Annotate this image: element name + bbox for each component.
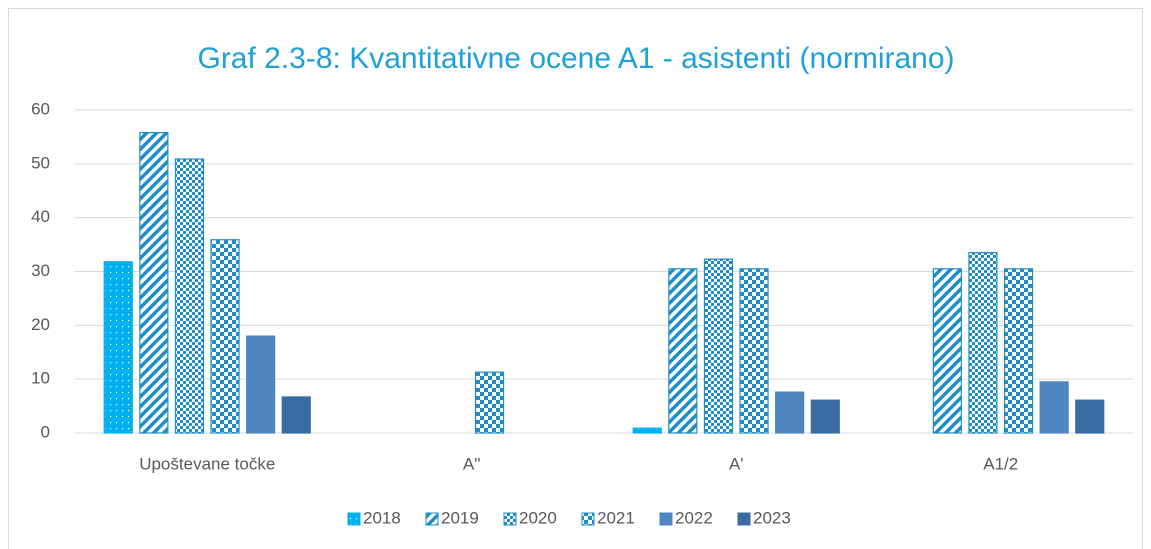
bar — [1075, 399, 1105, 434]
legend-label: 2022 — [675, 508, 713, 527]
y-tick-label: 0 — [41, 422, 50, 441]
legend-label: 2021 — [597, 508, 635, 527]
y-tick-label: 30 — [31, 261, 50, 280]
bar — [739, 268, 769, 434]
legend-swatch — [503, 512, 517, 526]
bar — [968, 252, 998, 434]
y-tick-label: 40 — [31, 207, 50, 226]
legend-label: 2020 — [519, 508, 557, 527]
bar — [474, 371, 505, 434]
bar — [668, 268, 698, 434]
bar — [103, 261, 133, 434]
y-tick-label: 50 — [31, 153, 50, 172]
legend-swatch — [737, 512, 751, 526]
x-tick-label: A'' — [463, 454, 481, 473]
bar — [775, 391, 805, 434]
bar — [246, 335, 276, 434]
x-tick-label: A' — [729, 454, 744, 473]
bar — [810, 399, 840, 434]
y-tick-label: 60 — [31, 99, 50, 118]
legend-swatch — [425, 512, 439, 526]
bar — [632, 427, 662, 434]
x-tick-label: Upoštevane točke — [139, 454, 275, 473]
legend-swatch — [581, 512, 595, 526]
bar — [1039, 381, 1069, 434]
bar — [210, 239, 240, 434]
legend-label: 2023 — [753, 508, 791, 527]
bar — [281, 396, 311, 434]
bar — [703, 258, 734, 434]
legend-swatch — [659, 512, 673, 526]
y-tick-label: 20 — [31, 315, 50, 334]
bar — [139, 132, 169, 434]
chart-title: Graf 2.3-8: Kvantitativne ocene A1 - asi… — [197, 42, 954, 75]
bar — [174, 158, 205, 434]
bar — [932, 268, 962, 434]
legend-swatch — [347, 512, 361, 526]
y-tick-label: 10 — [31, 369, 50, 388]
legend-label: 2018 — [363, 508, 401, 527]
bar — [1003, 268, 1034, 434]
x-tick-label: A1/2 — [983, 454, 1018, 473]
legend-label: 2019 — [441, 508, 479, 527]
